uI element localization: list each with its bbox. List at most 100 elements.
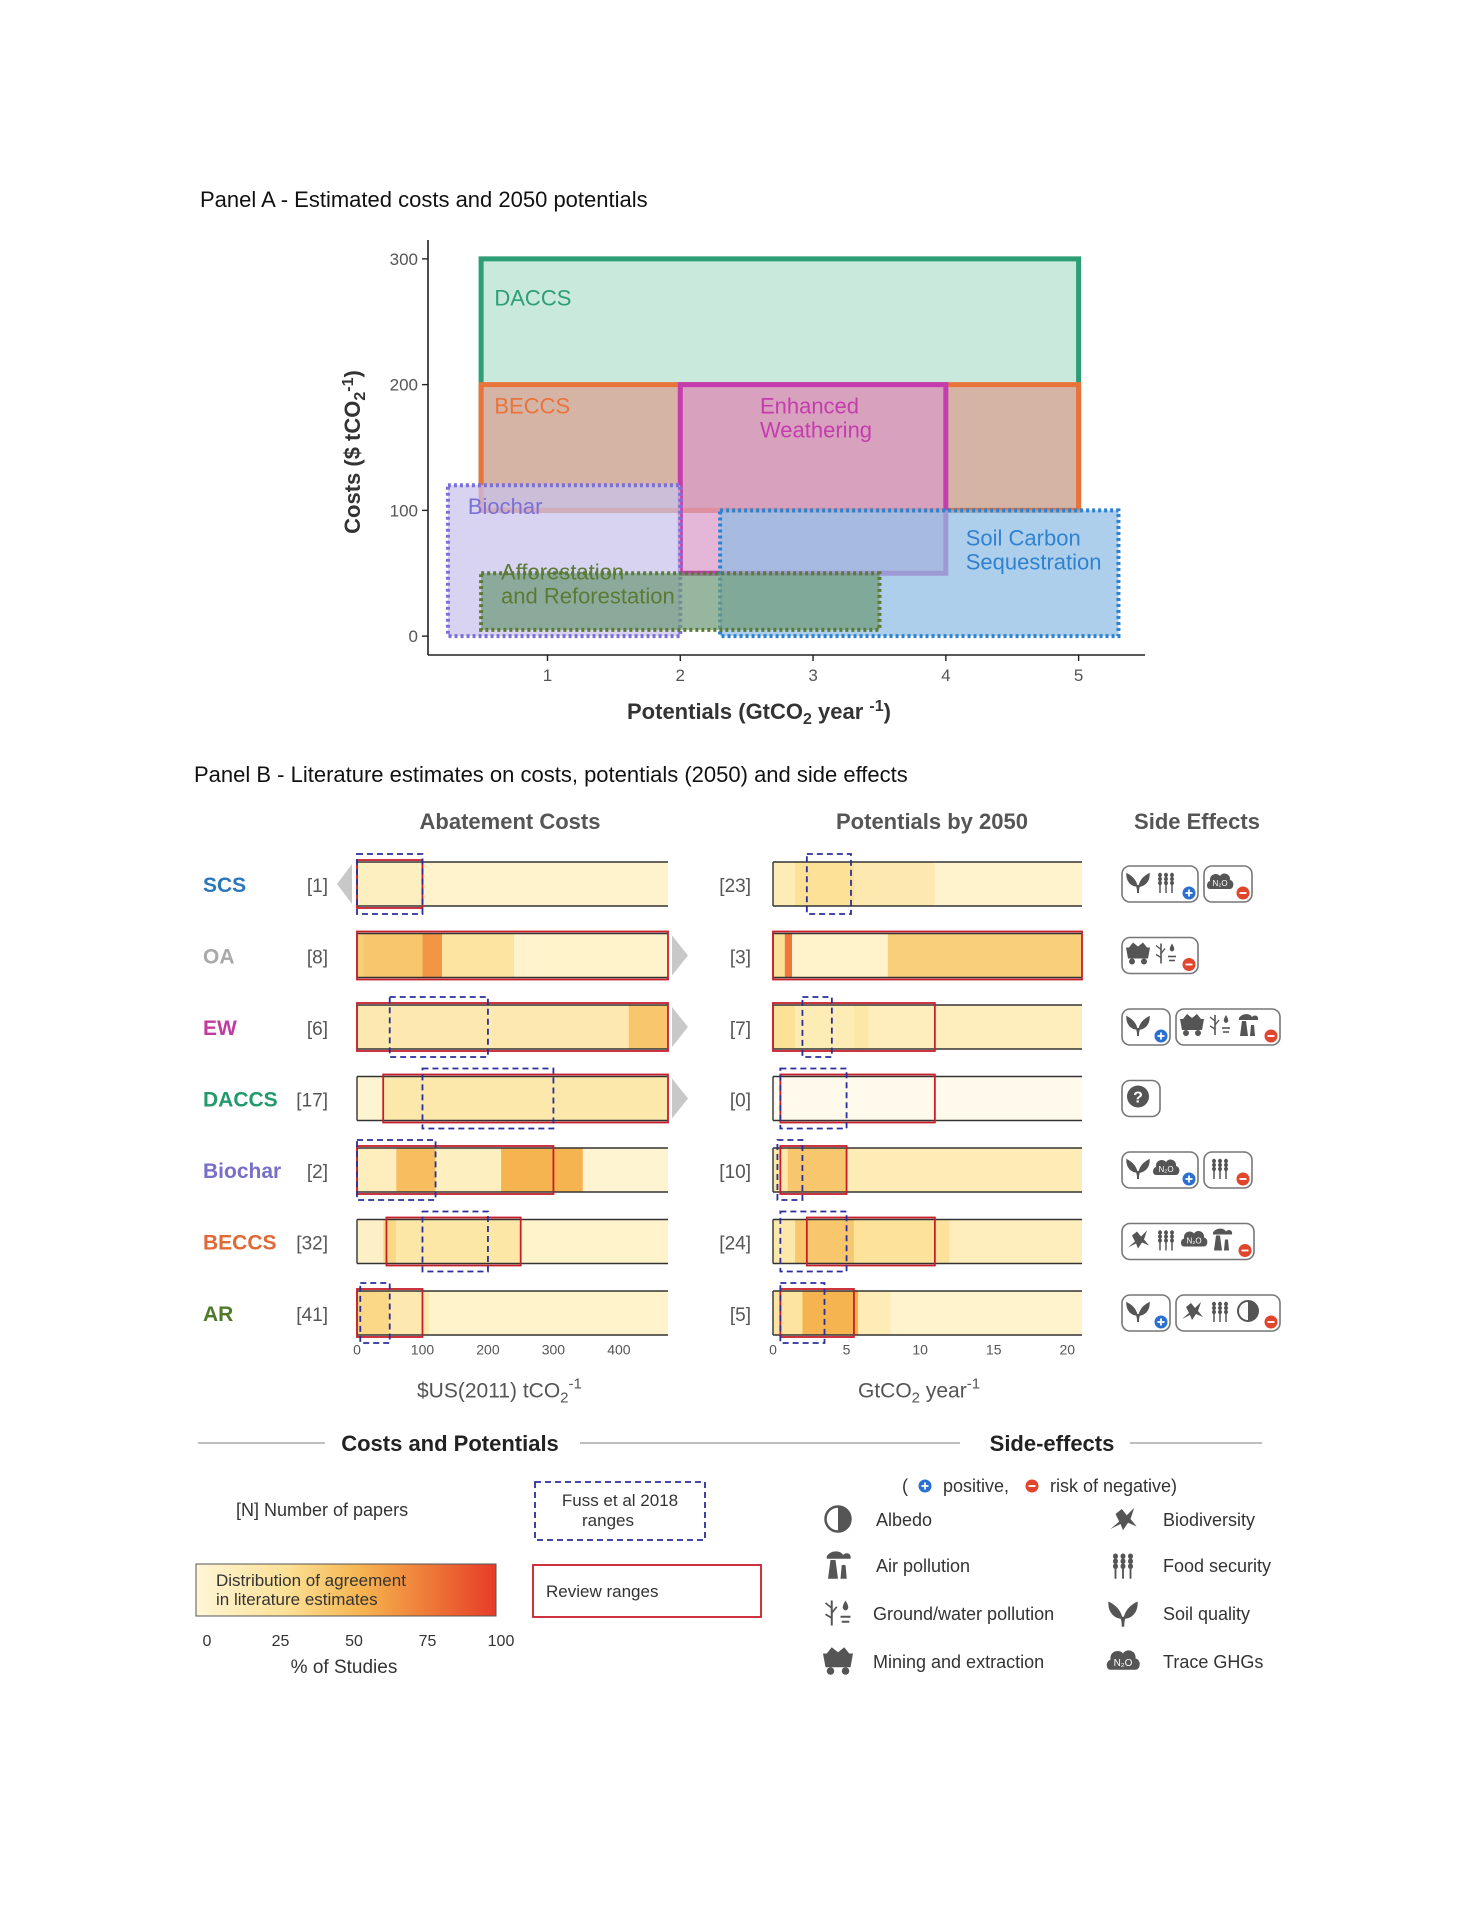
label-soil-carbon-sequestration: Sequestration	[966, 550, 1102, 575]
soil-quality-icon	[1126, 1015, 1150, 1036]
albedo-half	[1248, 1301, 1258, 1321]
pot-heat-cell	[853, 1219, 950, 1264]
grain	[1218, 1309, 1222, 1315]
cost-heat-cell	[628, 1005, 668, 1049]
question-icon: ?	[1127, 1085, 1149, 1108]
cloud-shape	[1207, 873, 1234, 889]
cost-heat-cell	[422, 933, 443, 978]
drop	[842, 1600, 849, 1611]
legend-review-box	[532, 1564, 762, 1618]
panel-b-title: Panel B - Literature estimates on costs,…	[194, 762, 908, 787]
y-axis-title-part: -1	[340, 377, 357, 391]
leaf-shape	[1126, 872, 1150, 893]
cost-tick-label: 100	[411, 1342, 435, 1358]
grain	[1170, 1234, 1174, 1239]
grain	[1128, 1558, 1133, 1564]
cost-heat-cell	[396, 1148, 436, 1192]
cost-arrow-right	[672, 935, 688, 976]
grain	[1212, 1158, 1216, 1164]
legend-negative-label: risk of negative)	[1050, 1476, 1177, 1496]
cost-arrow-left	[337, 864, 352, 904]
y-axis-title: Costs ($ tCO2-1)	[340, 370, 369, 534]
grain	[1212, 1162, 1216, 1168]
drop	[1169, 943, 1175, 952]
grain	[1128, 1553, 1133, 1559]
row-label: DACCS	[203, 1089, 278, 1112]
legend: Costs and Potentials Side-effects [N] Numb…	[195, 1431, 1271, 1678]
potentials-unit-label-part: -1	[967, 1376, 980, 1393]
cloud-shape	[1153, 1159, 1180, 1175]
cost-review-range	[382, 1073, 669, 1124]
wheel	[1195, 1030, 1201, 1036]
question-mark: ?	[1133, 1090, 1143, 1107]
cost-heat-cell	[442, 933, 515, 978]
cost-papers-count: [17]	[296, 1091, 328, 1112]
grain	[1170, 1238, 1174, 1243]
plant-leaves	[1209, 1016, 1220, 1030]
legend-fuss-label: ranges	[582, 1511, 634, 1530]
grain	[1212, 1166, 1216, 1172]
grain	[1164, 1238, 1168, 1243]
cost-tick-label: 400	[607, 1342, 631, 1358]
cost-fuss-range	[356, 853, 424, 915]
chimney	[840, 1565, 847, 1579]
lizard	[1110, 1507, 1137, 1531]
pot-bar-bg	[773, 1076, 1082, 1121]
potential-papers-count: [5]	[730, 1305, 751, 1326]
n2o-text: N₂O	[1114, 1658, 1133, 1669]
cloud-shape	[1106, 1650, 1140, 1670]
groundwater-pollution-icon	[1209, 1015, 1230, 1035]
potential-tick-label: 5	[843, 1342, 851, 1358]
y-tick-label: 200	[390, 376, 418, 395]
chimney	[1250, 1025, 1255, 1036]
pot-fuss-range	[805, 853, 852, 915]
legend-gradient-tick: 0	[203, 1633, 212, 1650]
legend-item-label: Soil quality	[1163, 1604, 1250, 1624]
soil-quality-icon	[1126, 872, 1150, 893]
legend-gradient-bar	[195, 1563, 497, 1617]
cost-heat-cell	[357, 1291, 390, 1335]
pot-heat-cell	[887, 933, 1082, 978]
trace-ghgs-icon: N₂O	[1207, 873, 1234, 889]
n2o-text: N₂O	[1158, 1165, 1173, 1174]
pot-heat-cell	[784, 933, 793, 978]
legend-fuss-label: Fuss et al 2018	[562, 1491, 678, 1510]
row-scs: SCS [1] [23] N₂O	[203, 853, 1253, 915]
x-axis-title: Potentials (GtCO2 year -1)	[627, 698, 891, 728]
costs-unit-label: $US(2011) tCO2-1	[417, 1376, 582, 1407]
cost-papers-count: [6]	[307, 1019, 328, 1040]
pot-heat-cell	[773, 1219, 796, 1264]
pot-heat-cell	[853, 1005, 869, 1049]
legend-review-label: Review ranges	[546, 1582, 658, 1601]
wheel	[1129, 958, 1135, 965]
row-beccs: BECCS [32] [24] N₂O	[203, 1210, 1255, 1273]
legend-gradient-tick: 100	[488, 1633, 515, 1650]
cost-heat-cell	[357, 933, 364, 978]
legend-n-papers: [N] Number of papers	[236, 1500, 408, 1520]
grain	[1224, 1301, 1228, 1307]
legend-item-label: Trace GHGs	[1163, 1652, 1263, 1672]
grain	[1170, 872, 1174, 878]
legend-item-label: Ground/water pollution	[873, 1604, 1054, 1624]
pot-heat-cell	[890, 1291, 1082, 1335]
grain	[1212, 1309, 1216, 1315]
cost-papers-count: [1]	[307, 876, 328, 897]
label-beccs: BECCS	[494, 394, 570, 419]
cart-load	[1183, 1014, 1201, 1019]
x-axis-title-part: 2	[803, 711, 812, 728]
grain	[1120, 1563, 1126, 1569]
col-header-potentials: Potentials by 2050	[836, 809, 1028, 834]
costs-unit-label-part: 2	[560, 1390, 568, 1407]
potential-tick-label: 10	[912, 1342, 928, 1358]
grain	[1218, 1301, 1222, 1307]
air-pollution-icon	[1213, 1228, 1233, 1251]
legend-item-label: Mining and extraction	[873, 1652, 1044, 1672]
cost-tick-label: 300	[542, 1342, 566, 1358]
row-label: SCS	[203, 874, 246, 897]
costs-unit-label-part: $US(2011) tCO	[417, 1380, 560, 1403]
grain	[1113, 1553, 1118, 1559]
chimney	[1240, 1021, 1248, 1036]
potential-tick-label: 0	[769, 1342, 777, 1358]
trace-ghgs-icon: N₂O	[1153, 1159, 1180, 1175]
